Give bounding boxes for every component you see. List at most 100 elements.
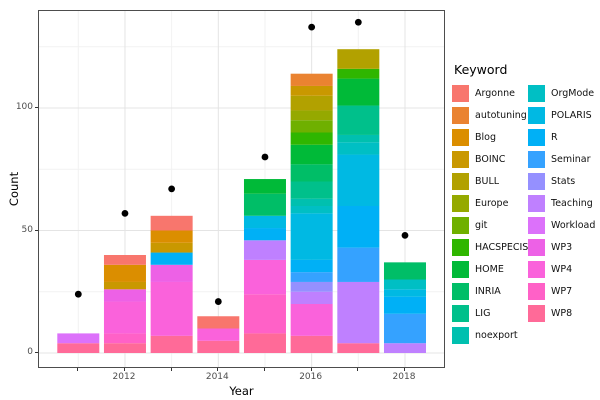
bar-segment-2016-autotuning bbox=[290, 73, 333, 86]
legend-title: Keyword bbox=[454, 62, 508, 77]
bar-segment-2013-WP3 bbox=[150, 264, 193, 282]
legend-key-swatch bbox=[528, 195, 545, 212]
bar-segment-2015-INRIA bbox=[243, 193, 286, 216]
bar-segment-2015-WP8 bbox=[243, 333, 286, 353]
legend-key-swatch bbox=[452, 283, 469, 300]
legend-label: autotuning bbox=[475, 110, 527, 121]
yearly-total-dot bbox=[74, 290, 82, 298]
legend-key-swatch bbox=[528, 239, 545, 256]
legend-label: POLARIS bbox=[551, 110, 592, 121]
bar-segment-2015-HOME bbox=[243, 179, 286, 194]
legend-item-Seminar: Seminar bbox=[528, 151, 600, 168]
legend-item-noexport: noexport bbox=[452, 327, 528, 344]
legend-label: BULL bbox=[475, 176, 500, 187]
legend-label: R bbox=[551, 132, 558, 143]
y-axis-title: Count bbox=[7, 171, 21, 207]
bar-segment-2013-WP8 bbox=[150, 335, 193, 353]
legend-label: Teaching bbox=[551, 198, 593, 209]
bar-segment-2016-POLARIS bbox=[290, 213, 333, 260]
x-tick-label: 2014 bbox=[205, 372, 229, 382]
legend-item-git: git bbox=[452, 217, 528, 234]
y-tick-label: 100 bbox=[15, 102, 33, 112]
bar-segment-2016-WP4 bbox=[290, 304, 333, 336]
bar-segment-2015-Teaching bbox=[243, 240, 286, 260]
legend-item-OrgMode: OrgMode bbox=[528, 85, 600, 102]
bar-segment-2016-WP8 bbox=[290, 335, 333, 353]
legend-item-WP7: WP7 bbox=[528, 283, 600, 300]
legend-item-R: R bbox=[528, 129, 600, 146]
bar-segment-2017-BULL bbox=[337, 49, 380, 69]
legend-item-HOME: HOME bbox=[452, 261, 528, 278]
legend-label: Workload bbox=[551, 220, 596, 231]
bar-segment-2015-R bbox=[243, 228, 286, 241]
bar-segment-2012-WP8 bbox=[103, 343, 146, 353]
bar-segment-2015-POLARIS bbox=[243, 215, 286, 229]
legend-label: LIG bbox=[475, 308, 491, 319]
bar-segment-2013-BOINC bbox=[150, 242, 193, 253]
bar-segment-2017-noexport bbox=[337, 134, 380, 143]
legend-key-swatch bbox=[528, 151, 545, 168]
yearly-total-dot bbox=[214, 298, 222, 305]
x-tick-mark bbox=[310, 368, 312, 371]
bar-segment-2013-Blog bbox=[150, 230, 193, 243]
legend-label: HOME bbox=[475, 264, 504, 275]
y-tick-mark bbox=[35, 107, 38, 108]
bar-segment-2017-HACSPECIS bbox=[337, 68, 380, 79]
legend-key-swatch bbox=[528, 85, 545, 102]
bar-segment-2016-HACSPECIS bbox=[290, 132, 333, 145]
legend-item-INRIA: INRIA bbox=[452, 283, 528, 300]
bar-segment-2012-Argonne bbox=[103, 255, 146, 265]
bar-segment-2016-Seminar bbox=[290, 272, 333, 282]
y-tick-label: 50 bbox=[21, 224, 33, 235]
x-tick-mark bbox=[357, 368, 359, 371]
bar-segment-2016-git bbox=[290, 120, 333, 133]
bar-segment-2017-Teaching bbox=[337, 281, 380, 344]
legend-item-Argonne: Argonne bbox=[452, 85, 528, 102]
legend-key-swatch bbox=[452, 129, 469, 146]
x-tick-mark bbox=[170, 368, 172, 371]
legend-column-2: OrgMode POLARIS R Seminar Stats Teaching Workl… bbox=[528, 85, 600, 349]
legend-label: Europe bbox=[475, 198, 509, 209]
bar-segment-2017-LIG bbox=[337, 105, 380, 135]
legend-key-swatch bbox=[528, 173, 545, 190]
legend-key-swatch bbox=[528, 261, 545, 278]
bar-segment-2013-Argonne bbox=[150, 215, 193, 231]
bar-segment-2016-BOINC bbox=[290, 85, 333, 96]
legend-item-WP3: WP3 bbox=[528, 239, 600, 256]
bar-segment-2014-WP8 bbox=[197, 340, 240, 353]
bar-segment-2012-WP4 bbox=[103, 301, 146, 334]
legend-label: Stats bbox=[551, 176, 576, 187]
legend-key-swatch bbox=[528, 305, 545, 322]
bar-segment-2014-WP4 bbox=[197, 328, 240, 341]
bar-segment-2012-Blog bbox=[103, 264, 146, 282]
bar-segment-2016-Stats bbox=[290, 281, 333, 292]
legend-label: BOINC bbox=[475, 154, 506, 165]
x-tick-mark bbox=[217, 368, 219, 371]
bar-segment-2016-R bbox=[290, 259, 333, 273]
legend-key-swatch bbox=[452, 173, 469, 190]
legend-label: HACSPECIS bbox=[475, 242, 529, 253]
x-tick-mark bbox=[123, 368, 125, 371]
bar-segment-2018-POLARIS bbox=[383, 289, 426, 297]
legend-key-swatch bbox=[528, 217, 545, 234]
legend-label: WP7 bbox=[551, 286, 573, 297]
bar-segment-2016-BULL bbox=[290, 95, 333, 111]
legend-item-Europe: Europe bbox=[452, 195, 528, 212]
bar-segment-2017-R bbox=[337, 206, 380, 248]
bar-segment-2017-Seminar bbox=[337, 247, 380, 282]
bar-segment-2017-HOME bbox=[337, 78, 380, 106]
bar-segment-2013-R bbox=[150, 252, 193, 265]
bar-segment-2016-Teaching bbox=[290, 291, 333, 304]
bar-segment-2016-OrgMode bbox=[290, 206, 333, 214]
legend-label: OrgMode bbox=[551, 88, 595, 99]
legend-key-swatch bbox=[452, 239, 469, 256]
bar-segment-2011-WP8 bbox=[57, 343, 100, 353]
legend-label: WP4 bbox=[551, 264, 573, 275]
legend-key-swatch bbox=[452, 151, 469, 168]
legend-column-1: Argonne autotuning Blog BOINC BULL Europe git H… bbox=[452, 85, 528, 349]
x-tick-label: 2012 bbox=[112, 372, 136, 382]
bar-segment-2014-Argonne bbox=[197, 316, 240, 329]
legend-item-Teaching: Teaching bbox=[528, 195, 600, 212]
x-axis-title: Year bbox=[229, 384, 254, 398]
